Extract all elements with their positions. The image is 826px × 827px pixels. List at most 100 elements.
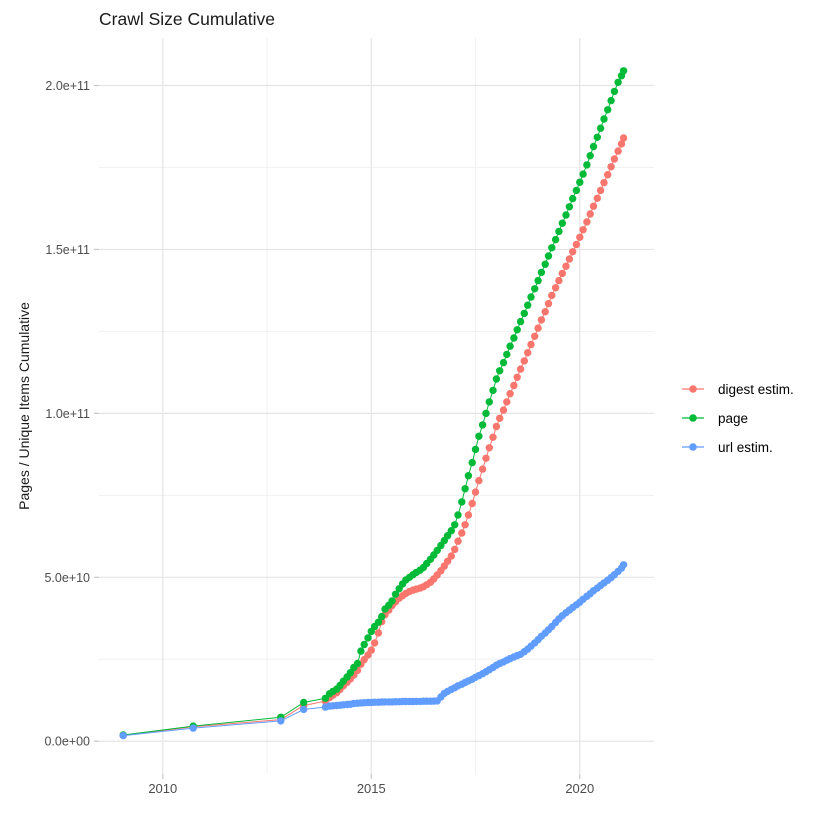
legend-label: url estim. xyxy=(718,439,773,455)
legend-key-icon xyxy=(682,443,704,451)
data-point xyxy=(537,268,546,277)
legend-key-icon xyxy=(682,385,704,393)
data-point xyxy=(527,293,535,301)
data-point xyxy=(551,235,560,244)
data-point xyxy=(548,291,556,300)
data-point xyxy=(503,350,511,359)
data-point xyxy=(357,647,365,655)
y-tick-label: 2.0e+11 xyxy=(45,79,90,93)
data-point xyxy=(569,194,577,203)
data-point xyxy=(541,260,549,268)
data-point xyxy=(583,161,591,169)
data-point xyxy=(558,269,566,278)
data-point xyxy=(619,561,628,569)
data-point xyxy=(555,276,563,285)
data-point xyxy=(600,178,608,187)
data-point xyxy=(454,537,462,545)
data-point xyxy=(513,373,521,381)
data-point xyxy=(607,96,615,105)
data-point xyxy=(458,498,466,506)
data-point xyxy=(607,163,615,171)
data-point xyxy=(548,244,556,252)
data-point xyxy=(391,590,400,598)
data-point xyxy=(496,414,504,422)
series-points-digest-estim xyxy=(119,134,628,739)
data-point xyxy=(572,240,581,249)
data-point xyxy=(516,317,525,326)
series-points-page xyxy=(119,67,628,739)
series-line-page xyxy=(123,70,625,736)
data-point xyxy=(555,227,563,236)
data-point xyxy=(364,634,372,642)
data-point xyxy=(562,211,570,219)
data-point xyxy=(589,142,598,151)
chart-title: Crawl Size Cumulative xyxy=(99,9,276,29)
data-point xyxy=(485,444,493,452)
data-point xyxy=(506,342,514,350)
data-point xyxy=(520,357,528,365)
data-point xyxy=(617,140,626,148)
data-point xyxy=(576,233,584,241)
data-point xyxy=(534,324,542,332)
data-point xyxy=(544,252,553,260)
data-point xyxy=(583,218,591,226)
data-point xyxy=(593,194,601,202)
data-point xyxy=(482,454,490,462)
data-point xyxy=(464,511,473,519)
data-point xyxy=(482,409,490,418)
legend-label: page xyxy=(718,410,749,426)
data-point xyxy=(531,285,539,293)
data-point xyxy=(600,115,608,123)
data-point xyxy=(619,134,628,142)
data-point xyxy=(461,521,469,529)
data-point xyxy=(562,262,570,270)
data-point xyxy=(478,465,487,473)
data-point xyxy=(489,386,497,395)
data-point xyxy=(461,485,469,493)
data-point xyxy=(610,155,619,163)
data-point xyxy=(300,705,308,714)
data-point xyxy=(478,421,487,429)
data-point xyxy=(464,472,473,480)
data-point xyxy=(300,698,308,707)
legend-item-page: page xyxy=(676,407,794,429)
legend-label: digest estim. xyxy=(718,381,794,397)
data-point xyxy=(119,731,127,740)
data-point xyxy=(468,458,476,467)
data-point xyxy=(572,186,581,195)
y-tick-label: 5.0e+10 xyxy=(44,571,90,585)
data-point xyxy=(579,170,587,178)
data-point xyxy=(576,178,584,186)
data-point xyxy=(510,334,518,342)
data-point xyxy=(353,659,362,668)
data-point xyxy=(510,381,518,390)
data-point xyxy=(506,390,514,398)
data-point xyxy=(527,340,535,349)
data-point xyxy=(593,133,601,141)
data-point xyxy=(189,724,197,732)
x-tick-label: 2010 xyxy=(148,781,177,796)
legend-key-icon xyxy=(682,414,704,422)
data-point xyxy=(544,299,553,308)
y-tick-label: 0.0e+00 xyxy=(44,735,90,749)
data-point xyxy=(534,276,542,285)
legend: digest estim. page url estim. xyxy=(676,378,794,458)
data-point xyxy=(468,499,476,508)
data-point xyxy=(619,67,628,75)
data-point xyxy=(614,147,622,155)
data-point xyxy=(374,618,383,626)
data-point xyxy=(370,639,379,647)
data-point xyxy=(604,106,612,114)
y-tick-label: 1.0e+11 xyxy=(45,407,90,421)
data-point xyxy=(471,488,480,496)
legend-key-point xyxy=(689,443,697,451)
y-tick-label: 1.5e+11 xyxy=(45,243,90,257)
data-point xyxy=(537,316,546,324)
data-point xyxy=(524,301,532,309)
x-tick-label: 2015 xyxy=(357,781,386,796)
data-point xyxy=(485,398,493,406)
data-point xyxy=(475,476,483,485)
data-point xyxy=(503,398,511,406)
